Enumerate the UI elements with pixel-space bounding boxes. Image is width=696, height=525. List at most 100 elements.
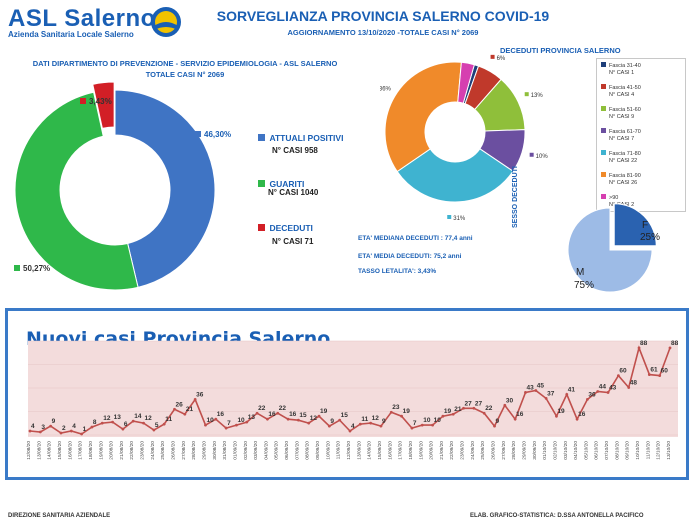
data-point	[369, 421, 373, 425]
logo-subtitle: Azienda Sanitaria Locale Salerno	[8, 30, 134, 39]
data-point	[482, 411, 486, 415]
slice-guariti	[14, 91, 139, 290]
data-label: 16	[217, 411, 225, 418]
age-slice-label: 10%	[536, 154, 549, 160]
x-tick-label: 22/09/20	[449, 441, 455, 460]
data-point	[503, 403, 507, 407]
age-label-swatch	[490, 54, 495, 59]
data-point	[276, 411, 280, 415]
x-tick-label: 19/08/20	[98, 441, 104, 460]
guariti-swatch	[258, 180, 265, 187]
data-label: 10	[423, 417, 431, 424]
x-tick-label: 25/09/20	[480, 441, 486, 460]
x-tick-label: 12/08/20	[26, 441, 32, 460]
age-label-swatch	[447, 214, 452, 219]
x-tick-label: 19/09/20	[418, 441, 424, 460]
data-point	[616, 374, 620, 378]
age-legend-item: Fascia 41-50 N° CASI 4	[601, 84, 681, 99]
data-point	[173, 407, 176, 411]
x-tick-label: 17/08/20	[78, 441, 84, 460]
sex-label-f: F	[642, 220, 648, 231]
age-legend-label: Fascia 41-50	[609, 85, 641, 91]
data-label: 60	[661, 368, 669, 375]
data-label: 19	[320, 408, 328, 415]
data-label: 44	[599, 383, 607, 390]
data-label: 12	[310, 415, 318, 422]
data-point	[513, 417, 517, 421]
x-tick-label: 07/09/20	[294, 441, 300, 460]
x-tick-label: 20/09/20	[429, 441, 435, 460]
x-tick-label: 22/08/20	[129, 441, 135, 460]
data-label: 12	[103, 415, 111, 422]
deceduti-count: N° CASI 71	[272, 237, 314, 246]
data-label: 36	[588, 391, 596, 398]
data-label: 60	[619, 368, 627, 375]
data-label: 22	[258, 405, 266, 412]
age-legend: Fascia 31-40 N° CASI 1 Fascia 41-50 N° CASI…	[596, 58, 686, 212]
data-label: 2	[62, 425, 66, 432]
x-tick-label: 05/10/20	[583, 441, 589, 460]
data-label: 16	[516, 411, 524, 418]
slice-m	[567, 207, 653, 293]
sex-label-m: M	[576, 267, 584, 278]
data-point	[637, 346, 641, 350]
data-label: 19	[444, 408, 452, 415]
guariti-count: N° CASI 1040	[268, 188, 319, 197]
data-point	[565, 393, 569, 396]
guariti-percent-label: 50,27%	[14, 264, 50, 273]
data-label: 21	[454, 406, 462, 413]
data-point	[307, 421, 311, 425]
data-point	[286, 417, 290, 421]
data-point	[327, 424, 331, 428]
deceduti-swatch	[258, 224, 265, 231]
data-point	[472, 406, 476, 410]
data-label: 1	[83, 426, 87, 433]
x-tick-label: 03/09/20	[253, 441, 259, 460]
x-tick-label: 04/10/20	[573, 441, 579, 460]
x-tick-label: 27/08/20	[181, 441, 187, 460]
data-point	[235, 423, 238, 427]
age-slice-label: 1%	[479, 52, 488, 54]
x-tick-label: 06/10/20	[594, 441, 600, 460]
data-label: 22	[485, 405, 493, 412]
data-point	[131, 419, 135, 423]
x-tick-label: 02/10/20	[552, 441, 558, 460]
x-tick-label: 25/08/20	[160, 441, 166, 460]
x-tick-label: 23/08/20	[140, 441, 146, 460]
outcome-donut-chart	[14, 81, 216, 290]
data-point	[389, 410, 393, 414]
footer-left: DIREZIONE SANITARIA AZIENDALE	[8, 513, 111, 519]
data-label: 41	[568, 386, 576, 393]
deceduti-percent-label: 3,43%	[80, 97, 112, 106]
guariti-label: GUARITI	[269, 179, 305, 189]
data-point	[338, 418, 342, 422]
legend-positivi: ATTUALI POSITIVI	[258, 128, 343, 146]
x-tick-label: 01/10/20	[542, 441, 548, 460]
data-label: 5	[155, 422, 159, 429]
data-point	[493, 424, 496, 428]
age-slice-5	[384, 61, 462, 173]
slice-f	[613, 203, 657, 247]
data-point	[80, 432, 84, 436]
data-point	[420, 423, 424, 427]
data-label: 26	[176, 401, 184, 408]
data-label: 7	[413, 420, 417, 427]
x-tick-label: 09/10/20	[625, 441, 631, 460]
age-legend-count: N° CASI 22	[609, 158, 638, 164]
data-label: 88	[640, 340, 648, 347]
x-tick-label: 08/10/20	[614, 441, 620, 460]
data-label: 14	[134, 413, 142, 420]
sex-pct-m: 75%	[574, 280, 594, 291]
age-legend-label: >90	[609, 195, 619, 201]
age-legend-label: Fascia 81-90	[609, 173, 641, 179]
data-label: 16	[578, 411, 586, 418]
positivi-swatch	[258, 134, 265, 141]
x-tick-label: 11/10/20	[645, 441, 651, 460]
data-point	[544, 396, 548, 400]
data-label: 12	[372, 415, 380, 422]
department-caption: DATI DIPARTIMENTO DI PREVENZIONE - SERVI…	[0, 58, 370, 80]
data-label: 61	[650, 367, 658, 374]
x-tick-label: 23/09/20	[460, 441, 466, 460]
data-label: 48	[630, 380, 638, 387]
x-tick-label: 15/09/20	[377, 441, 383, 460]
